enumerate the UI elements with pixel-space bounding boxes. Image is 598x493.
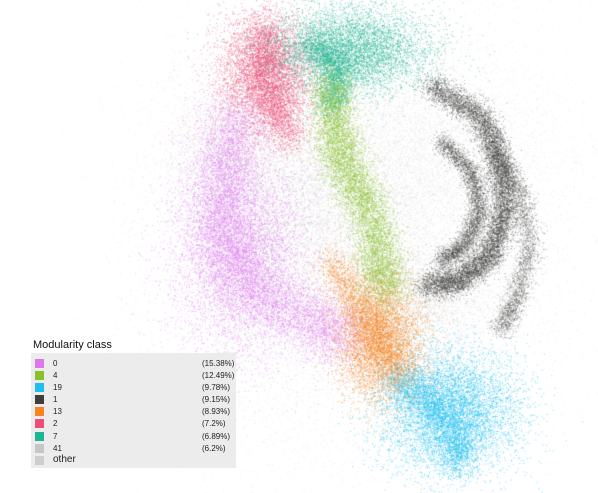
legend-item-4: 4 (12.49%) xyxy=(31,369,236,381)
legend-label: 0 xyxy=(53,359,58,368)
legend-swatch xyxy=(35,371,44,381)
legend-title: Modularity class xyxy=(33,339,112,351)
modularity-legend: Modularity class 0 (15.38%) 4 (12.49%) 1… xyxy=(31,337,237,468)
legend-swatch xyxy=(35,419,44,429)
legend-box: 0 (15.38%) 4 (12.49%) 19 (9.78%) 1 (9.15… xyxy=(31,353,236,468)
legend-swatch xyxy=(35,455,44,465)
legend-percent: (9.15%) xyxy=(202,395,231,405)
legend-percent: (7.2%) xyxy=(202,419,226,429)
legend-item-other: other xyxy=(31,454,236,466)
legend-percent: (6.89%) xyxy=(202,431,231,441)
legend-label: 2 xyxy=(53,419,58,429)
legend-swatch xyxy=(35,431,44,441)
legend-swatch xyxy=(35,407,44,417)
legend-item-7: 7 (6.89%) xyxy=(31,430,236,442)
legend-percent: (9.78%) xyxy=(202,383,231,393)
legend-label: 19 xyxy=(53,383,62,393)
legend-label: other xyxy=(53,453,76,465)
legend-percent: (6.2%) xyxy=(202,443,226,453)
legend-item-19: 19 (9.78%) xyxy=(31,381,236,393)
legend-label: 4 xyxy=(53,371,58,381)
legend-swatch xyxy=(35,443,44,453)
legend-swatch xyxy=(35,395,44,405)
legend-percent: (12.49%) xyxy=(202,371,235,381)
legend-percent: (15.38%) xyxy=(202,359,235,368)
legend-swatch xyxy=(35,359,44,368)
legend-label: 1 xyxy=(53,395,58,405)
legend-item-1: 1 (9.15%) xyxy=(31,393,236,405)
legend-swatch xyxy=(35,383,44,393)
legend-item-41: 41 (6.2%) xyxy=(31,442,236,454)
legend-label: 7 xyxy=(53,431,58,441)
legend-item-0: 0 (15.38%) xyxy=(31,357,236,369)
legend-label: 41 xyxy=(53,443,62,453)
legend-percent: (8.93%) xyxy=(202,407,231,417)
legend-item-13: 13 (8.93%) xyxy=(31,405,236,417)
legend-label: 13 xyxy=(53,407,62,417)
legend-item-2: 2 (7.2%) xyxy=(31,417,236,429)
